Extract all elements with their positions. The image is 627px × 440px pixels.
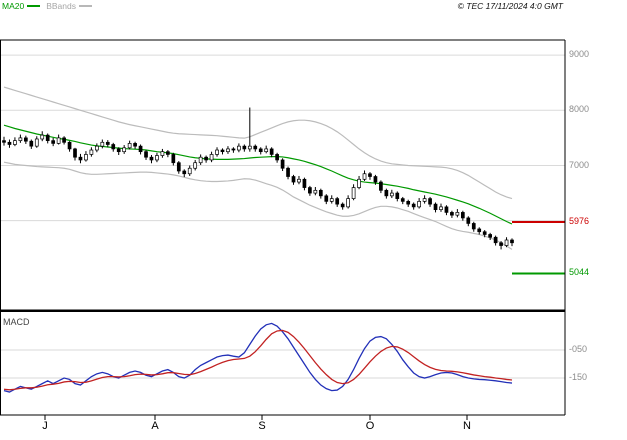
y-axis-label-8000: 8000 [569, 104, 590, 114]
resistance-level-label: 5976 [569, 216, 590, 226]
y-axis-label-7000: 7000 [569, 160, 590, 170]
bbands-line-swatch [79, 5, 92, 7]
support-level-label: 5044 [569, 267, 590, 277]
x-axis-label-nov: N [463, 420, 471, 432]
x-axis-label-oct: O [365, 420, 375, 432]
x-axis-label-aug: A [151, 420, 159, 432]
y-axis-label-9000: 9000 [569, 49, 590, 59]
x-axis-label-sep: S [258, 420, 266, 432]
bbands-legend-label: BBands [46, 1, 76, 11]
legend: MA20 BBands [2, 1, 98, 11]
ma20-line-swatch [27, 5, 41, 7]
x-axis-label-jul: J [42, 420, 48, 432]
macd-axis-label-neg050: -050 [569, 344, 588, 354]
macd-axis-label-neg150: -150 [569, 372, 588, 382]
ma20-legend-label: MA20 [2, 1, 25, 11]
copyright-text: © TEC 17/11/2024 4:0 GMT [457, 1, 563, 11]
macd-panel-label: MACD [3, 317, 30, 327]
